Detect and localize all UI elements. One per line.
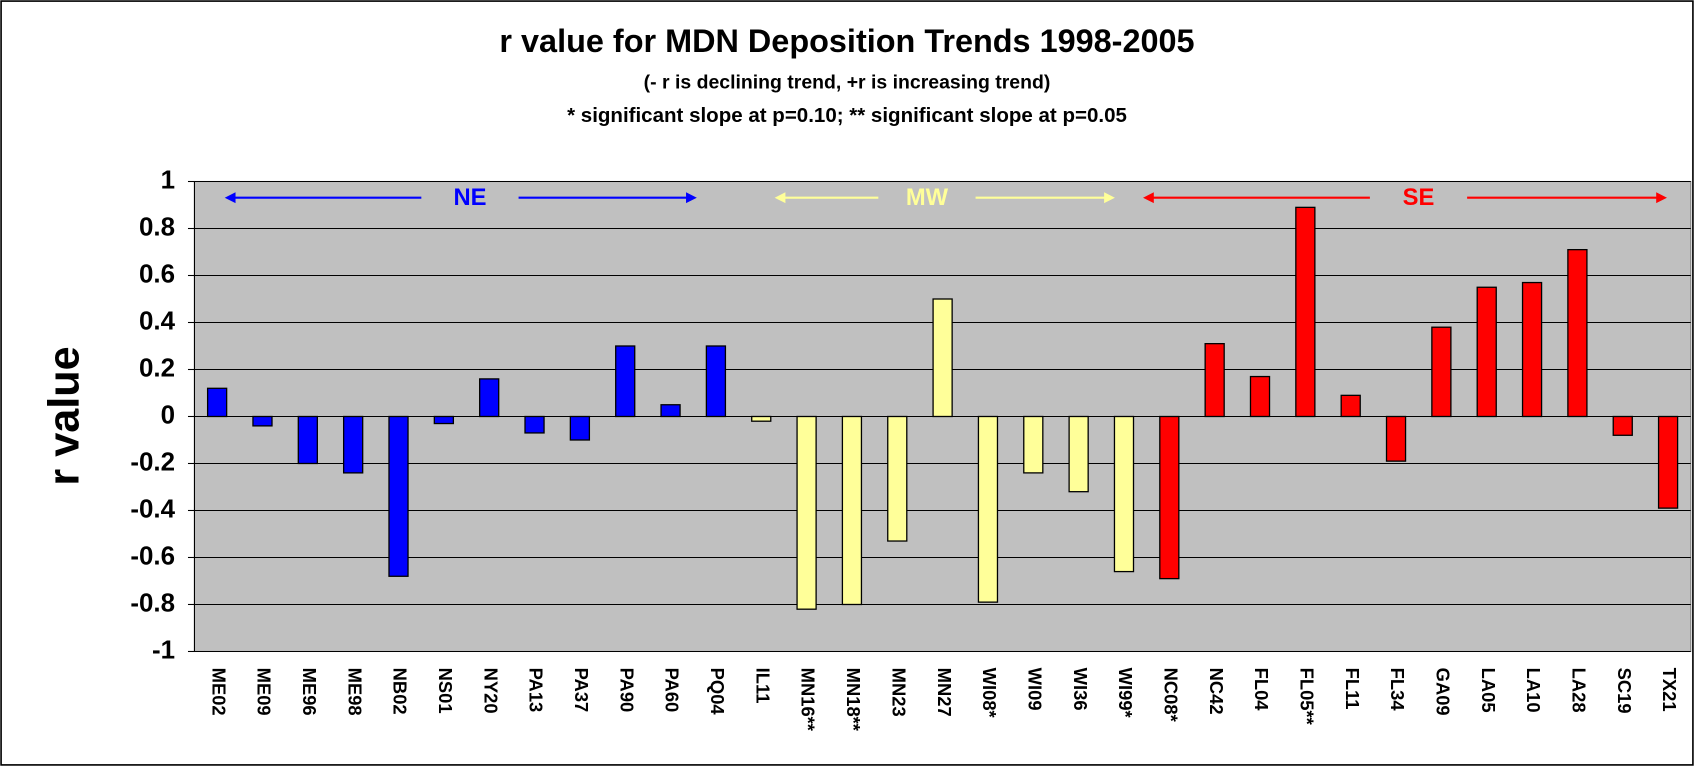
bar (342, 415, 364, 474)
x-tick-label: ME98 (344, 668, 365, 716)
bar (1159, 415, 1180, 580)
x-tick-label: PQ04 (707, 668, 728, 716)
region-label: MW (906, 184, 949, 211)
y-tick-label: 0.6 (139, 260, 175, 288)
x-tick-label: MN27 (934, 668, 955, 717)
x-tick-label: FL04 (1251, 668, 1272, 712)
region-label: SE (1403, 184, 1435, 211)
y-tick-label: -0.4 (130, 495, 175, 523)
x-tick-label: ME02 (208, 668, 229, 716)
x-tick-label: MN18** (843, 668, 864, 732)
bar (1113, 415, 1135, 573)
bar (1567, 249, 1588, 418)
bar (660, 404, 681, 418)
bar (524, 415, 545, 434)
x-tick-label: IL11 (752, 668, 773, 704)
bar (206, 387, 228, 418)
x-tick-label: NB02 (390, 668, 411, 715)
arrow-head (774, 192, 786, 204)
x-tick-label: WI99* (1115, 668, 1136, 719)
bar (615, 345, 636, 418)
y-tick-label: -1 (152, 636, 175, 664)
bar (1431, 326, 1452, 418)
bar (1068, 415, 1089, 493)
x-tick-label: PA60 (662, 668, 683, 713)
bar (1476, 286, 1497, 418)
bar (932, 298, 953, 418)
bar (751, 415, 772, 422)
arrow-head (1104, 192, 1115, 204)
x-tick-label: TX21 (1659, 668, 1680, 712)
bar (569, 415, 591, 441)
bar (1521, 281, 1543, 418)
x-tick-label: NC08* (1160, 668, 1181, 723)
x-tick-label: PA13 (526, 668, 547, 713)
chart-title: r value for MDN Deposition Trends 1998-2… (499, 23, 1194, 59)
x-tick-label: NS01 (435, 668, 456, 714)
bar (388, 415, 409, 577)
x-tick-label: FL34 (1387, 668, 1408, 712)
bar (705, 345, 727, 418)
chart-note: * significant slope at p=0.10; ** signif… (567, 104, 1127, 127)
bar (1612, 415, 1633, 436)
x-tick-label: WI09 (1024, 668, 1045, 711)
arrow-head (1656, 192, 1667, 204)
bar (977, 415, 999, 603)
x-tick-label: NY20 (480, 668, 501, 714)
bar (1249, 375, 1271, 418)
y-tick-label: -0.2 (130, 448, 175, 476)
arrow-head (1143, 192, 1154, 204)
region-label: NE (453, 184, 486, 211)
x-tick-label: NC42 (1206, 668, 1227, 715)
x-tick-label: PA90 (616, 668, 637, 713)
y-axis-label: r value (40, 346, 88, 485)
x-tick-label: LA05 (1478, 668, 1499, 713)
x-tick-label: MN23 (888, 668, 909, 717)
bar (433, 415, 455, 425)
y-tick-label: -0.8 (130, 589, 175, 617)
x-tick-label: WI08* (979, 668, 1000, 719)
bar (1204, 342, 1225, 418)
arrow-head (224, 192, 236, 204)
bar (887, 415, 908, 542)
bar (1340, 394, 1361, 418)
y-tick-label: 0.2 (139, 354, 175, 382)
bar (841, 415, 863, 606)
x-tick-label: WI36 (1070, 668, 1091, 711)
bar (796, 415, 817, 610)
bar (1385, 415, 1407, 462)
bar (1295, 206, 1316, 418)
arrow-head (686, 192, 697, 204)
bar (1657, 415, 1679, 509)
y-tick-label: 0.4 (139, 307, 176, 335)
y-tick-label: 0.8 (139, 213, 175, 241)
bar (479, 378, 500, 418)
x-tick-label: FL05** (1297, 668, 1318, 726)
x-tick-label: PA37 (571, 668, 592, 713)
chart-subtitle: (- r is declining trend, +r is increasin… (644, 71, 1051, 93)
x-tick-label: LA28 (1569, 668, 1590, 713)
x-tick-label: ME09 (254, 668, 275, 716)
bar (252, 415, 273, 427)
x-tick-label: LA10 (1523, 668, 1544, 713)
y-tick-label: 1 (161, 166, 175, 194)
x-tick-label: MN16** (798, 668, 819, 732)
y-tick-label: -0.6 (130, 542, 175, 570)
bar (297, 415, 318, 465)
x-tick-label: SC19 (1614, 668, 1635, 714)
x-tick-label: FL11 (1342, 668, 1363, 710)
y-tick-label: 0 (161, 401, 175, 429)
bar (1023, 415, 1044, 474)
x-tick-label: ME96 (299, 668, 320, 716)
x-tick-label: GA09 (1433, 668, 1454, 716)
